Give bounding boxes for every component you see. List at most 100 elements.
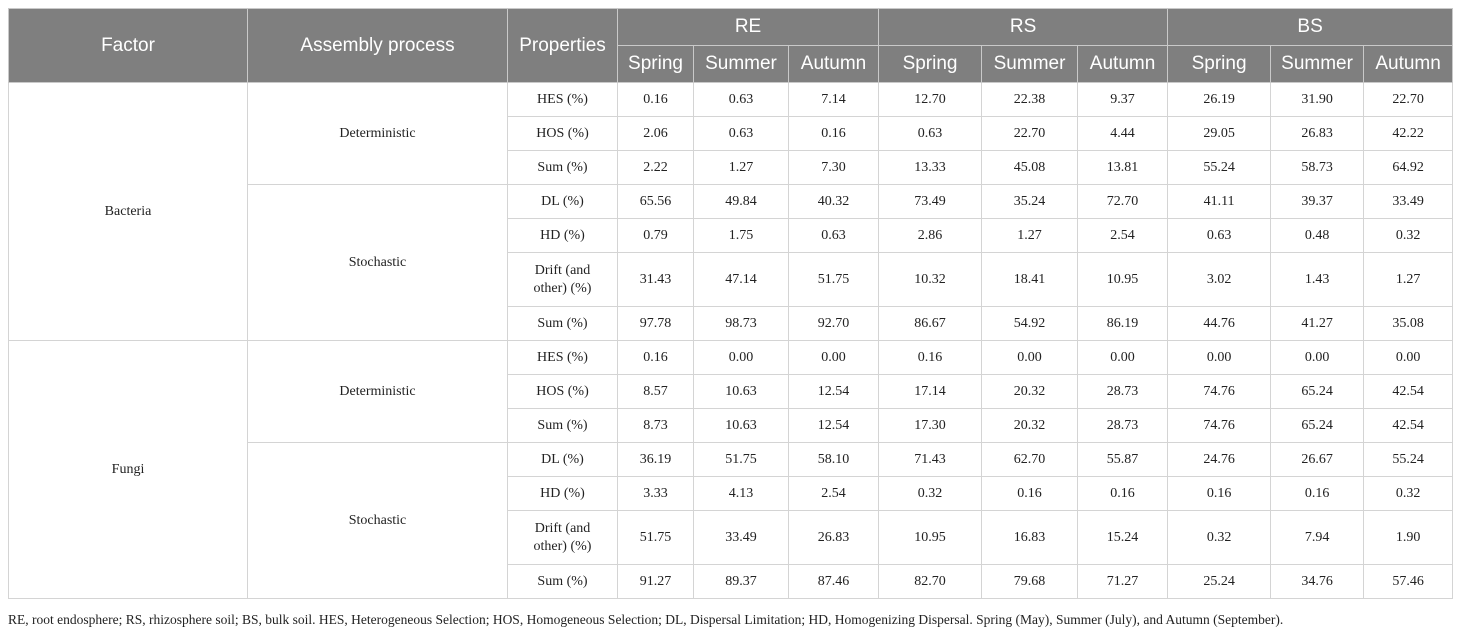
process-label-deterministic: Deterministic (247, 340, 508, 443)
value-cell: 17.30 (878, 408, 983, 443)
property-label-line: other) (%) (533, 280, 592, 296)
value-cell: 71.27 (1077, 564, 1169, 599)
value-cell: 0.16 (981, 476, 1079, 511)
value-cell: 10.95 (878, 510, 983, 565)
table-row: HOS (%) 8.57 10.63 12.54 17.14 20.32 28.73 74.7… (9, 374, 1454, 409)
value-cell: 71.43 (878, 442, 983, 477)
value-cell: 0.00 (981, 340, 1079, 375)
property-label-line: Drift (and (534, 262, 591, 278)
table-row: Sum (%) 91.27 89.37 87.46 82.70 79.68 71.27 25.… (9, 564, 1454, 599)
header-properties: Properties (507, 8, 618, 83)
value-cell: 2.22 (617, 150, 694, 185)
value-cell: 0.00 (1363, 340, 1454, 375)
factor-label-fungi: Fungi (8, 340, 248, 599)
value-cell: 33.49 (693, 510, 789, 565)
value-cell: 51.75 (617, 510, 694, 565)
value-cell: 29.05 (1167, 116, 1272, 151)
value-cell: 73.49 (878, 184, 983, 219)
value-cell: 10.63 (693, 408, 789, 443)
value-cell: 0.63 (693, 82, 789, 117)
header-season-summer: Summer (1270, 45, 1365, 83)
value-cell: 98.73 (693, 306, 789, 341)
value-cell: 49.84 (693, 184, 789, 219)
property-label: HOS (%) (507, 116, 618, 151)
value-cell: 13.81 (1077, 150, 1169, 185)
header-row-1: Factor Assembly process Properties RE RS… (8, 8, 1454, 83)
value-cell: 10.32 (878, 252, 983, 307)
header-group-rs: RS (878, 8, 1169, 46)
value-cell: 22.70 (981, 116, 1079, 151)
value-cell: 8.73 (617, 408, 694, 443)
value-cell: 3.02 (1167, 252, 1272, 307)
value-cell: 74.76 (1167, 408, 1272, 443)
header-season-spring: Spring (1167, 45, 1272, 83)
table-body: Bacteria Deterministic HES (%) 0.16 0.63 7.14… (8, 82, 1454, 599)
value-cell: 1.27 (981, 218, 1079, 253)
property-label: HES (%) (507, 340, 618, 375)
value-cell: 41.27 (1270, 306, 1365, 341)
value-cell: 72.70 (1077, 184, 1169, 219)
value-cell: 55.24 (1167, 150, 1272, 185)
value-cell: 3.33 (617, 476, 694, 511)
header-season-autumn: Autumn (1077, 45, 1169, 83)
value-cell: 65.56 (617, 184, 694, 219)
property-label: Drift (and other) (%) (507, 252, 618, 307)
value-cell: 51.75 (693, 442, 789, 477)
value-cell: 18.41 (981, 252, 1079, 307)
value-cell: 0.16 (878, 340, 983, 375)
value-cell: 0.16 (1077, 476, 1169, 511)
value-cell: 92.70 (787, 306, 880, 341)
process-label-stochastic: Stochastic (247, 184, 508, 341)
table-row: Bacteria Deterministic HES (%) 0.16 0.63 7.14… (8, 82, 1454, 341)
header-season-spring: Spring (878, 45, 983, 83)
process-label-stochastic: Stochastic (247, 442, 508, 599)
property-label: HD (%) (507, 476, 618, 511)
property-label: Sum (%) (507, 306, 618, 341)
value-cell: 12.70 (878, 82, 983, 117)
value-cell: 0.63 (878, 116, 983, 151)
value-cell: 26.83 (787, 510, 880, 565)
value-cell: 35.24 (981, 184, 1079, 219)
value-cell: 13.33 (878, 150, 983, 185)
value-cell: 0.16 (617, 340, 694, 375)
property-label: Drift (and other) (%) (507, 510, 618, 565)
value-cell: 0.32 (1167, 510, 1272, 565)
value-cell: 36.19 (617, 442, 694, 477)
value-cell: 24.76 (1167, 442, 1272, 477)
value-cell: 0.32 (1363, 218, 1454, 253)
value-cell: 26.83 (1270, 116, 1365, 151)
value-cell: 65.24 (1270, 408, 1365, 443)
value-cell: 74.76 (1167, 374, 1272, 409)
header-season-autumn: Autumn (787, 45, 880, 83)
property-label-line: Drift (and (534, 520, 591, 536)
property-label: Sum (%) (507, 408, 618, 443)
value-cell: 0.00 (693, 340, 789, 375)
assembly-process-table: Factor Assembly process Properties RE RS… (8, 8, 1454, 599)
value-cell: 91.27 (617, 564, 694, 599)
value-cell: 0.00 (787, 340, 880, 375)
header-group-bs: BS (1167, 8, 1454, 46)
value-cell: 44.76 (1167, 306, 1272, 341)
value-cell: 40.32 (787, 184, 880, 219)
header-season-summer: Summer (693, 45, 789, 83)
table-row: Sum (%) 8.73 10.63 12.54 17.30 20.32 28.73 74.7… (9, 408, 1454, 443)
value-cell: 0.00 (1270, 340, 1365, 375)
value-cell: 0.79 (617, 218, 694, 253)
value-cell: 62.70 (981, 442, 1079, 477)
table-row: HOS (%) 2.06 0.63 0.16 0.63 22.70 4.44 29.05 26.… (9, 116, 1454, 151)
value-cell: 1.75 (693, 218, 789, 253)
value-cell: 0.16 (787, 116, 880, 151)
value-cell: 0.63 (1167, 218, 1272, 253)
value-cell: 0.00 (1077, 340, 1169, 375)
header-assembly-process: Assembly process (247, 8, 508, 83)
value-cell: 1.27 (693, 150, 789, 185)
value-cell: 0.16 (1270, 476, 1365, 511)
value-cell: 28.73 (1077, 374, 1169, 409)
table-row: Sum (%) 97.78 98.73 92.70 86.67 54.92 86.19 44.… (9, 306, 1454, 341)
value-cell: 17.14 (878, 374, 983, 409)
value-cell: 57.46 (1363, 564, 1454, 599)
value-cell: 26.67 (1270, 442, 1365, 477)
value-cell: 1.90 (1363, 510, 1454, 565)
value-cell: 10.63 (693, 374, 789, 409)
value-cell: 10.95 (1077, 252, 1169, 307)
